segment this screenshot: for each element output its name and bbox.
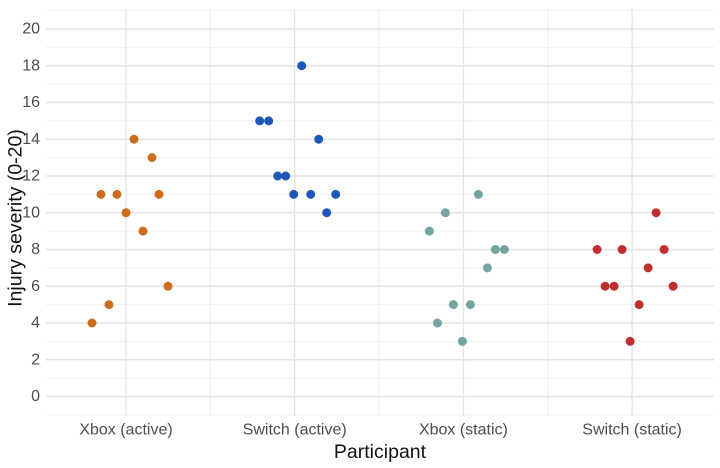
data-point	[465, 300, 475, 310]
data-point	[154, 189, 164, 199]
data-point	[147, 153, 157, 163]
y-tick-label: 16	[22, 94, 40, 111]
data-point	[482, 263, 492, 273]
data-point	[138, 226, 148, 236]
y-tick-label: 8	[31, 241, 40, 258]
y-tick-label: 18	[22, 57, 40, 74]
data-point	[659, 245, 669, 254]
data-point	[281, 171, 291, 181]
data-point	[273, 171, 283, 181]
x-category-label: Xbox (static)	[419, 422, 508, 439]
data-point	[432, 318, 442, 328]
data-point	[625, 336, 635, 346]
data-point	[297, 61, 307, 71]
data-point	[457, 336, 467, 346]
data-point	[617, 245, 627, 254]
x-category-label: Xbox (active)	[79, 422, 172, 439]
data-point	[448, 300, 458, 310]
y-tick-label: 6	[31, 278, 40, 295]
y-axis-title: Injury severity (0-20)	[4, 129, 27, 307]
data-point	[490, 245, 500, 254]
data-point	[121, 208, 131, 218]
x-category-label: Switch (active)	[243, 422, 347, 439]
data-point	[96, 189, 106, 199]
data-point	[331, 189, 341, 199]
data-point	[634, 300, 644, 310]
data-point	[592, 245, 602, 254]
y-tick-label: 0	[31, 388, 40, 405]
data-point	[600, 281, 610, 291]
y-tick-label: 12	[22, 168, 40, 185]
y-tick-label: 4	[31, 315, 40, 332]
x-axis-title: Participant	[333, 441, 427, 463]
data-point	[255, 116, 265, 126]
y-tick-label: 10	[22, 204, 40, 221]
data-point	[129, 134, 139, 144]
data-point	[424, 226, 434, 236]
data-point	[651, 208, 661, 218]
data-point	[499, 245, 509, 254]
y-tick-label: 14	[22, 131, 40, 148]
data-point	[112, 189, 122, 199]
y-tick-label: 20	[22, 21, 40, 38]
data-point	[440, 208, 450, 218]
y-tick-label: 2	[31, 351, 40, 368]
data-point	[314, 134, 324, 144]
data-point	[668, 281, 678, 291]
data-point	[289, 189, 299, 199]
data-point	[87, 318, 97, 328]
data-point	[322, 208, 332, 218]
data-point	[264, 116, 274, 126]
data-point	[104, 300, 114, 310]
x-category-label: Switch (static)	[582, 422, 682, 439]
data-point	[643, 263, 653, 273]
data-point	[163, 281, 173, 291]
data-point	[473, 189, 483, 199]
data-point	[306, 189, 316, 199]
data-point	[609, 281, 619, 291]
